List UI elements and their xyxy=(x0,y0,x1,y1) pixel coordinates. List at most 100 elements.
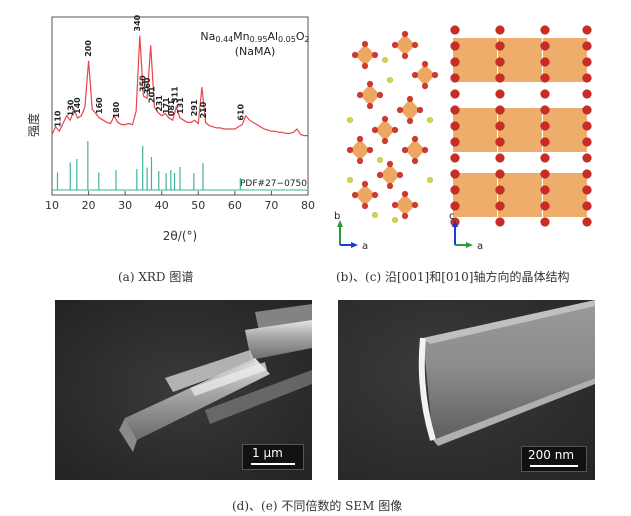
sodium-atom xyxy=(426,176,434,184)
mno6-octahedron xyxy=(355,184,375,206)
peak-label: 200 xyxy=(84,40,93,57)
scalebar-e-label: 200 nm xyxy=(528,448,575,462)
axis-c-label: c xyxy=(449,211,455,222)
scalebar-d: 1 μm xyxy=(242,444,304,470)
oxygen-atom xyxy=(371,51,379,59)
peak-label: 231 xyxy=(155,95,164,112)
mno6-octahedron xyxy=(375,119,395,141)
oxygen-atom xyxy=(361,180,369,188)
oxygen-atom xyxy=(371,191,379,199)
mno6-block xyxy=(453,38,497,82)
peak-label: 201 xyxy=(147,86,156,103)
mno6-octahedron xyxy=(395,34,415,56)
sodium-atom xyxy=(391,216,399,224)
oxygen-atom xyxy=(421,60,429,68)
mno6-block xyxy=(498,108,542,152)
oxygen-atom xyxy=(356,135,364,143)
mno6-block xyxy=(453,173,497,217)
caption-bc: (b)、(c) 沿[001]和[010]轴方向的晶体结构 xyxy=(336,270,570,284)
axis-a-label: a xyxy=(362,241,368,252)
oxygen-atom xyxy=(540,185,550,195)
oxygen-atom xyxy=(582,41,592,51)
oxygen-atom xyxy=(401,212,409,220)
oxygen-atom xyxy=(582,201,592,211)
oxygen-atom xyxy=(401,146,409,154)
mno6-block xyxy=(543,38,587,82)
oxygen-atom xyxy=(381,137,389,145)
oxygen-atom xyxy=(421,82,429,90)
peak-label: 180 xyxy=(112,101,121,118)
oxygen-atom xyxy=(391,126,399,134)
mno6-block xyxy=(498,38,542,82)
oxygen-atom xyxy=(582,137,592,147)
peak-label: 360 xyxy=(143,77,152,94)
peak-label: 081 xyxy=(167,99,176,116)
oxygen-atom xyxy=(450,105,460,115)
oxygen-atom xyxy=(495,41,505,51)
peak-label: 350 xyxy=(139,75,148,92)
mno6-octahedron xyxy=(415,64,435,86)
oxygen-atom xyxy=(391,41,399,49)
caption-de: (d)、(e) 不同倍数的 SEM 图像 xyxy=(232,499,403,513)
oxygen-atom xyxy=(450,57,460,67)
peak-label: 160 xyxy=(95,97,104,114)
oxygen-atom xyxy=(582,89,592,99)
scalebar-e: 200 nm xyxy=(521,446,587,472)
mno6-octahedron xyxy=(400,99,420,121)
oxygen-atom xyxy=(495,217,505,227)
oxygen-atom xyxy=(540,153,550,163)
mno6-block xyxy=(543,173,587,217)
oxygen-atom xyxy=(495,89,505,99)
oxygen-atom xyxy=(346,146,354,154)
oxygen-atom xyxy=(356,157,364,165)
axis-a2-label: a xyxy=(477,241,483,252)
oxygen-atom xyxy=(450,185,460,195)
oxygen-atom xyxy=(366,80,374,88)
x-axis-label: 2θ/(°) xyxy=(163,229,197,243)
x-tick-label: 20 xyxy=(82,199,96,212)
pdf-label: PDF#27−0750 xyxy=(240,179,307,189)
sodium-atom xyxy=(346,116,354,124)
x-tick-label: 80 xyxy=(301,199,315,212)
oxygen-atom xyxy=(411,135,419,143)
oxygen-atom xyxy=(371,126,379,134)
oxygen-atom xyxy=(450,89,460,99)
oxygen-atom xyxy=(540,217,550,227)
oxygen-atom xyxy=(450,137,460,147)
oxygen-atom xyxy=(411,157,419,165)
formula-line1: Na0.44Mn0.95Al0.05O2 xyxy=(200,30,309,44)
oxygen-atom xyxy=(540,57,550,67)
x-tick-label: 10 xyxy=(45,199,59,212)
x-tick-label: 30 xyxy=(118,199,132,212)
crystal-structure-010: c a xyxy=(449,25,592,252)
oxygen-atom xyxy=(582,169,592,179)
x-tick-label: 40 xyxy=(155,199,169,212)
oxygen-atom xyxy=(421,146,429,154)
oxygen-atom xyxy=(582,153,592,163)
oxygen-atom xyxy=(495,121,505,131)
axis-b-label: b xyxy=(334,211,340,222)
formula-line2: (NaMA) xyxy=(235,45,276,58)
oxygen-atom xyxy=(495,73,505,83)
oxygen-atom xyxy=(386,182,394,190)
oxygen-atom xyxy=(540,89,550,99)
sem-rod-d xyxy=(55,300,312,480)
oxygen-atom xyxy=(582,57,592,67)
oxygen-atom xyxy=(582,121,592,131)
oxygen-atom xyxy=(401,30,409,38)
oxygen-atom xyxy=(376,171,384,179)
crystal-structure-001: b a xyxy=(334,30,439,252)
mno6-block xyxy=(543,108,587,152)
mno6-octahedron xyxy=(355,44,375,66)
oxygen-atom xyxy=(411,201,419,209)
peak-label: 311 xyxy=(171,86,180,103)
sodium-atom xyxy=(371,211,379,219)
mno6-octahedron xyxy=(380,164,400,186)
oxygen-atom xyxy=(401,190,409,198)
oxygen-atom xyxy=(431,71,439,79)
oxygen-atom xyxy=(495,25,505,35)
oxygen-atom xyxy=(366,146,374,154)
oxygen-atom xyxy=(582,105,592,115)
peak-label: 130 xyxy=(66,99,75,116)
